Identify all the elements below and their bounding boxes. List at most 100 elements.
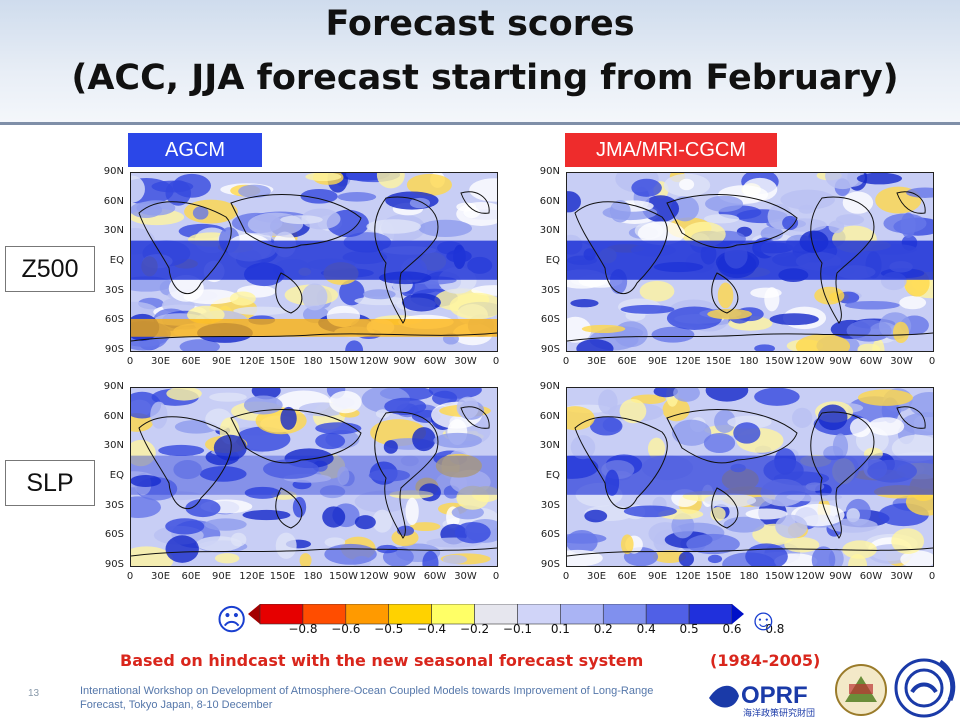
acc-contour-blob bbox=[899, 295, 927, 310]
coastline bbox=[711, 487, 739, 529]
tropical-high-skill-band bbox=[567, 240, 933, 280]
acc-contour-blob bbox=[409, 197, 431, 209]
acc-contour-blob bbox=[324, 543, 377, 565]
latitude-tick-label: 90N bbox=[103, 381, 124, 392]
latitude-tick-label: 90S bbox=[540, 344, 560, 355]
acc-map-graphic bbox=[131, 173, 497, 351]
acc-contour-blob bbox=[857, 343, 881, 351]
longitude-tick-label: 0 bbox=[126, 356, 134, 367]
colorbar-label: −0.8 bbox=[288, 622, 318, 636]
colorbar bbox=[248, 604, 744, 625]
latitude-tick-label: 30S bbox=[104, 284, 124, 296]
latitude-tick-label: 90S bbox=[540, 559, 560, 570]
colorbar-cell bbox=[688, 604, 733, 625]
longitude-tick-label: 90W bbox=[829, 356, 852, 367]
agency-logo bbox=[894, 658, 956, 718]
acc-contour-blob bbox=[229, 291, 256, 306]
longitude-tick-label: 150E bbox=[705, 571, 732, 582]
colorbar-label: −0.6 bbox=[331, 622, 361, 636]
latitude-tick-label: 90N bbox=[103, 166, 124, 177]
colorbar-cell bbox=[602, 604, 647, 625]
latitude-tick-label: EQ bbox=[545, 255, 560, 266]
acc-contour-blob bbox=[242, 509, 291, 521]
acc-contour-blob bbox=[366, 219, 421, 234]
longitude-tick-label: 60E bbox=[617, 356, 637, 367]
acc-contour-blob bbox=[345, 340, 364, 351]
jma-column-label: JMA/MRI-CGCM bbox=[565, 133, 777, 167]
acc-contour-blob bbox=[354, 515, 376, 530]
acc-contour-blob bbox=[901, 412, 933, 436]
acc-contour-blob bbox=[828, 220, 845, 234]
acc-contour-blob bbox=[376, 173, 405, 189]
colorbar-label: 0.6 bbox=[722, 622, 742, 636]
acc-contour-blob bbox=[620, 304, 675, 314]
acc-contour-blob bbox=[354, 296, 408, 306]
acc-contour-blob bbox=[784, 537, 820, 553]
latitude-tick-label: 30S bbox=[104, 499, 124, 511]
acc-contour-blob bbox=[280, 215, 323, 225]
longitude-tick-label: 0 bbox=[492, 356, 500, 367]
oprf-logo-text: OPRF bbox=[741, 682, 808, 709]
acc-contour-blob bbox=[909, 391, 933, 418]
happy-face-icon: ☺ bbox=[748, 604, 779, 637]
colorbar-left-arrow bbox=[248, 604, 260, 624]
acc-contour-blob bbox=[372, 509, 393, 533]
longitude-tick-label: 120W bbox=[359, 356, 389, 367]
antarctic-coastline bbox=[131, 547, 497, 557]
acc-contour-blob bbox=[400, 455, 419, 467]
longitude-tick-label: 120E bbox=[239, 356, 265, 367]
colorbar-cell bbox=[259, 604, 304, 625]
coastline bbox=[574, 416, 668, 510]
acc-contour-blob bbox=[825, 173, 861, 190]
acc-contour-blob bbox=[653, 388, 679, 398]
acc-contour-blob bbox=[780, 189, 835, 210]
acc-contour-blob bbox=[405, 497, 419, 526]
acc-map-graphic bbox=[567, 388, 933, 566]
acc-contour-blob bbox=[337, 192, 377, 202]
acc-contour-blob bbox=[609, 200, 631, 223]
acc-contour-blob bbox=[857, 389, 913, 406]
latitude-tick-label: 30N bbox=[103, 225, 124, 237]
colorbar-cell bbox=[645, 604, 690, 625]
acc-contour-blob bbox=[567, 316, 592, 343]
latitude-tick-label: 90S bbox=[104, 344, 124, 355]
acc-contour-blob bbox=[131, 546, 174, 566]
acc-contour-blob bbox=[775, 514, 808, 539]
longitude-tick-label: 60W bbox=[859, 571, 883, 582]
acc-contour-blob bbox=[567, 406, 595, 431]
acc-map-field bbox=[130, 387, 498, 567]
acc-contour-blob bbox=[717, 282, 734, 309]
longitude-tick-label: 150E bbox=[705, 356, 732, 367]
oprf-logo: OPRF 海洋政策研究財団 bbox=[709, 682, 815, 719]
tropical-high-skill-band bbox=[131, 455, 497, 495]
antarctic-coastline bbox=[131, 332, 497, 342]
acc-contour-blob bbox=[652, 550, 687, 563]
institute-seal-logo bbox=[835, 664, 887, 716]
acc-contour-blob bbox=[704, 493, 757, 508]
acc-contour-blob bbox=[383, 440, 398, 454]
acc-contour-blob bbox=[179, 339, 220, 351]
acc-contour-blob bbox=[673, 388, 700, 402]
coastline bbox=[460, 406, 490, 429]
southern-low-skill-band bbox=[131, 318, 497, 337]
slide-title: Forecast scores bbox=[325, 4, 635, 44]
acc-contour-blob bbox=[581, 324, 626, 334]
title-banner bbox=[0, 0, 960, 122]
acc-map-field bbox=[130, 172, 498, 352]
acc-contour-blob bbox=[782, 215, 799, 231]
colorbar-cell bbox=[517, 604, 561, 625]
acc-map-graphic bbox=[567, 173, 933, 351]
acc-contour-blob bbox=[769, 313, 819, 326]
coastline bbox=[896, 406, 926, 429]
acc-contour-blob bbox=[173, 460, 202, 480]
acc-contour-blob bbox=[131, 439, 156, 467]
longitude-tick-label: 60E bbox=[181, 356, 201, 367]
acc-contour-blob bbox=[703, 214, 740, 224]
acc-contour-blob bbox=[209, 392, 247, 402]
colorbar-label: 0.5 bbox=[679, 622, 699, 636]
acc-contour-blob bbox=[818, 404, 848, 431]
acc-contour-blob bbox=[900, 550, 933, 566]
longitude-tick-label: 0 bbox=[562, 356, 570, 367]
colorbar-cell bbox=[474, 604, 518, 625]
longitude-tick-label: 60W bbox=[423, 571, 447, 582]
